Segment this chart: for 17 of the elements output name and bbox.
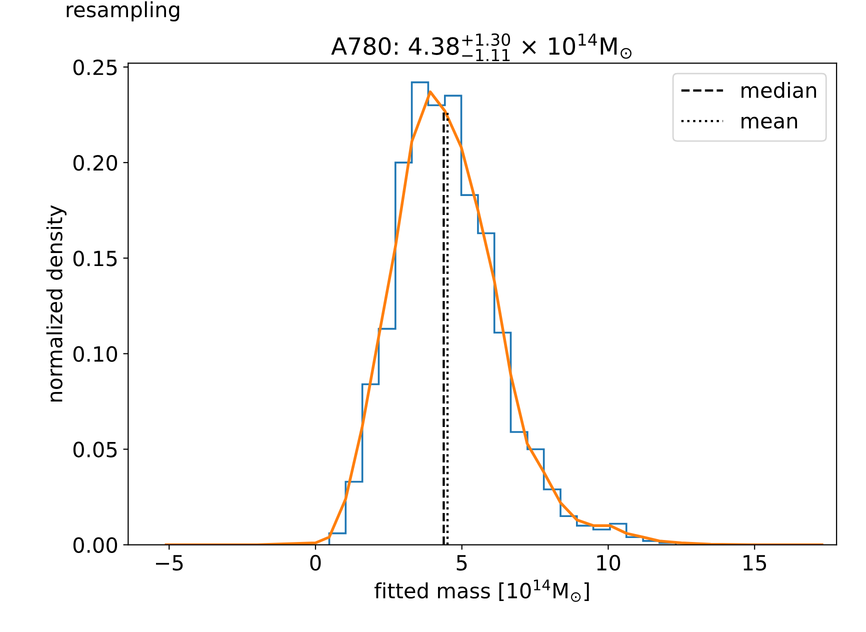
x-tick-label: −5: [156, 555, 183, 571]
x-tick-label: 5: [456, 555, 467, 571]
y-axis-title: normalized density: [46, 205, 67, 402]
y-tick-label: 0.15: [73, 250, 117, 266]
x-axis-title: fitted mass [10$^{14}$M$_{⊙}$]: [374, 580, 589, 602]
legend-label: median: [742, 82, 816, 98]
y-tick-label: 0.05: [73, 442, 117, 458]
x-tick-label: 15: [744, 555, 766, 571]
text: resampling: [66, 1, 180, 22]
y-tick-label: 0.25: [73, 59, 117, 76]
y-tick-label: 0.00: [73, 537, 118, 553]
y-tick-label: 0.10: [73, 346, 118, 362]
chart-title: A780: 4.38$^{+1.30}$$_{−1.11}$ × 10$^{14}$M$_{⊙}$: [331, 33, 632, 62]
y-tick-label: 0.20: [73, 155, 118, 171]
x-tick-label: 0: [310, 554, 321, 571]
legend-label: mean: [742, 116, 798, 129]
x-tick-label: 10: [597, 554, 620, 571]
